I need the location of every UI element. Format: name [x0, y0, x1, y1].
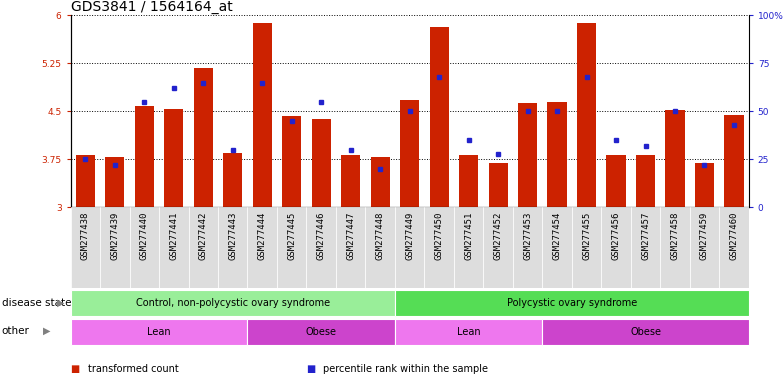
- Text: GSM277445: GSM277445: [287, 211, 296, 260]
- Text: GSM277439: GSM277439: [111, 211, 119, 260]
- Bar: [218, 207, 248, 288]
- Bar: [518, 103, 537, 207]
- Text: GSM277452: GSM277452: [494, 211, 503, 260]
- Bar: [223, 153, 242, 207]
- Text: ■: ■: [71, 364, 80, 374]
- Bar: [695, 162, 714, 207]
- Text: GSM277460: GSM277460: [729, 211, 739, 260]
- Bar: [631, 207, 660, 288]
- Bar: [543, 318, 749, 345]
- Bar: [395, 318, 543, 345]
- Text: Control, non-polycystic ovary syndrome: Control, non-polycystic ovary syndrome: [136, 298, 330, 308]
- Bar: [248, 318, 395, 345]
- Bar: [129, 207, 159, 288]
- Text: ▶: ▶: [43, 326, 51, 336]
- Bar: [424, 207, 454, 288]
- Bar: [135, 106, 154, 207]
- Text: percentile rank within the sample: percentile rank within the sample: [323, 364, 488, 374]
- Bar: [607, 155, 626, 207]
- Text: ■: ■: [306, 364, 315, 374]
- Text: GSM277458: GSM277458: [670, 211, 680, 260]
- Bar: [577, 23, 596, 207]
- Text: Lean: Lean: [147, 327, 171, 337]
- Bar: [277, 207, 307, 288]
- Bar: [188, 207, 218, 288]
- Text: GSM277444: GSM277444: [258, 211, 267, 260]
- Text: GSM277446: GSM277446: [317, 211, 325, 260]
- Bar: [100, 207, 129, 288]
- Bar: [164, 109, 183, 207]
- Bar: [395, 290, 749, 316]
- Bar: [395, 207, 424, 288]
- Bar: [719, 207, 749, 288]
- Bar: [194, 68, 212, 207]
- Text: GSM277459: GSM277459: [700, 211, 709, 260]
- Bar: [371, 157, 390, 207]
- Text: other: other: [2, 326, 30, 336]
- Text: Obese: Obese: [630, 327, 661, 337]
- Text: GSM277456: GSM277456: [612, 211, 621, 260]
- Bar: [252, 23, 272, 207]
- Text: GSM277449: GSM277449: [405, 211, 414, 260]
- Bar: [724, 114, 743, 207]
- Text: GSM277450: GSM277450: [434, 211, 444, 260]
- Bar: [484, 207, 513, 288]
- Bar: [543, 207, 572, 288]
- Bar: [488, 162, 508, 207]
- Bar: [248, 207, 277, 288]
- Bar: [454, 207, 484, 288]
- Bar: [105, 157, 125, 207]
- Text: GSM277447: GSM277447: [347, 211, 355, 260]
- Bar: [666, 110, 684, 207]
- Bar: [660, 207, 690, 288]
- Bar: [459, 155, 478, 207]
- Bar: [513, 207, 543, 288]
- Text: GSM277448: GSM277448: [376, 211, 385, 260]
- Text: GSM277451: GSM277451: [464, 211, 473, 260]
- Text: ▶: ▶: [57, 298, 65, 308]
- Text: disease state: disease state: [2, 298, 71, 308]
- Text: Lean: Lean: [457, 327, 481, 337]
- Text: GSM277440: GSM277440: [140, 211, 149, 260]
- Bar: [282, 116, 301, 207]
- Bar: [71, 318, 248, 345]
- Bar: [71, 207, 100, 288]
- Bar: [336, 207, 365, 288]
- Bar: [71, 290, 395, 316]
- Bar: [636, 155, 655, 207]
- Bar: [601, 207, 631, 288]
- Text: transformed count: transformed count: [88, 364, 179, 374]
- Text: GSM277438: GSM277438: [81, 211, 90, 260]
- Bar: [341, 155, 361, 207]
- Bar: [430, 27, 448, 207]
- Text: GSM277442: GSM277442: [198, 211, 208, 260]
- Text: Obese: Obese: [306, 327, 336, 337]
- Text: GSM277455: GSM277455: [582, 211, 591, 260]
- Bar: [400, 100, 419, 207]
- Bar: [311, 119, 331, 207]
- Bar: [76, 155, 95, 207]
- Bar: [547, 103, 567, 207]
- Bar: [159, 207, 188, 288]
- Text: GSM277457: GSM277457: [641, 211, 650, 260]
- Text: GSM277441: GSM277441: [169, 211, 178, 260]
- Bar: [365, 207, 395, 288]
- Text: Polycystic ovary syndrome: Polycystic ovary syndrome: [506, 298, 637, 308]
- Bar: [690, 207, 719, 288]
- Text: GSM277453: GSM277453: [523, 211, 532, 260]
- Text: GSM277454: GSM277454: [553, 211, 561, 260]
- Bar: [572, 207, 601, 288]
- Text: GSM277443: GSM277443: [228, 211, 238, 260]
- Bar: [307, 207, 336, 288]
- Text: GDS3841 / 1564164_at: GDS3841 / 1564164_at: [71, 0, 232, 14]
